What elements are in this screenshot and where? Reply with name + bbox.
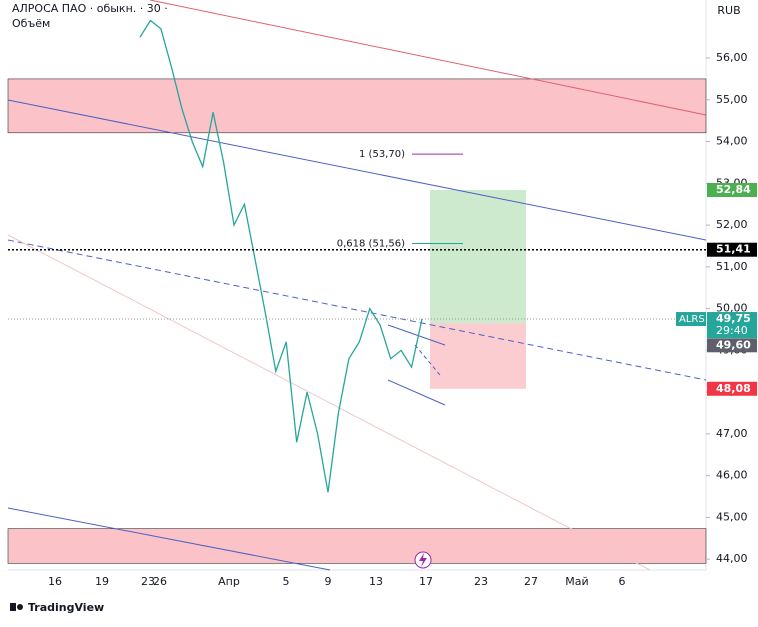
chart-title: АЛРОСА ПАО · обыкн. · 30 · bbox=[12, 2, 168, 15]
currency: RUB bbox=[717, 4, 740, 17]
y-tick-label: 55,00 bbox=[716, 93, 748, 106]
price-tag-label: 52,84 bbox=[716, 183, 751, 196]
x-tick-label: 26 bbox=[153, 575, 167, 588]
x-tick-label: 23 bbox=[474, 575, 488, 588]
symbol-label: ALRS bbox=[679, 314, 705, 325]
trend-line bbox=[7, 234, 651, 571]
x-tick-label: Апр bbox=[218, 575, 240, 588]
price-line bbox=[139, 19, 423, 493]
y-tick-label: 44,00 bbox=[716, 552, 748, 565]
position-stop bbox=[430, 323, 526, 389]
y-tick-label: 46,00 bbox=[716, 469, 748, 482]
y-tick-label: 52,00 bbox=[716, 218, 748, 231]
position-target bbox=[430, 190, 526, 324]
x-tick-label: 16 bbox=[48, 575, 62, 588]
plot: 44,0045,0046,0047,0048,0049,0050,0051,00… bbox=[7, 0, 757, 588]
trend-line bbox=[7, 239, 707, 381]
price-timer: 29:40 bbox=[716, 324, 748, 337]
x-tick-label: 17 bbox=[419, 575, 433, 588]
trend-line bbox=[387, 379, 446, 406]
y-tick-label: 45,00 bbox=[716, 510, 748, 523]
x-tick-label: 5 bbox=[283, 575, 290, 588]
y-tick-label: 47,00 bbox=[716, 427, 748, 440]
lightning-icon bbox=[414, 551, 432, 569]
price-tag-label: 48,08 bbox=[716, 382, 751, 395]
price-tag bbox=[707, 381, 757, 396]
x-tick-label: 6 bbox=[619, 575, 626, 588]
trend-line bbox=[7, 507, 331, 571]
y-tick-label: 50,00 bbox=[716, 302, 748, 315]
x-tick-label: 27 bbox=[524, 575, 538, 588]
price-tag bbox=[707, 338, 757, 353]
y-tick-label: 51,00 bbox=[716, 260, 748, 273]
price-tag-label: 51,41 bbox=[716, 243, 751, 256]
brand: TradingView bbox=[28, 601, 104, 614]
x-tick-label: 13 bbox=[369, 575, 383, 588]
y-tick-label: 56,00 bbox=[716, 51, 748, 64]
volume-label: Объём bbox=[12, 17, 50, 30]
price-tag-label: 49,75 bbox=[716, 312, 751, 325]
price-tag-label: 49,60 bbox=[716, 338, 751, 351]
tv-logo bbox=[10, 603, 23, 611]
x-tick-label: 19 bbox=[95, 575, 109, 588]
trend-line bbox=[7, 99, 707, 241]
trend-line bbox=[149, 0, 707, 116]
y-tick-label: 54,00 bbox=[716, 135, 748, 148]
x-tick-label: Май bbox=[565, 575, 588, 588]
fib-label: 0,618 (51,56) bbox=[337, 238, 405, 249]
x-tick-label: 23 bbox=[141, 575, 155, 588]
fib-label: 1 (53,70) bbox=[359, 149, 405, 160]
zone bbox=[7, 528, 707, 564]
price-tag bbox=[707, 242, 757, 257]
price-tag bbox=[707, 312, 757, 339]
trend-line bbox=[387, 324, 446, 346]
symbol-tag bbox=[676, 312, 706, 327]
x-tick-label: 9 bbox=[325, 575, 332, 588]
price-tag bbox=[707, 183, 757, 197]
zone bbox=[7, 78, 707, 134]
